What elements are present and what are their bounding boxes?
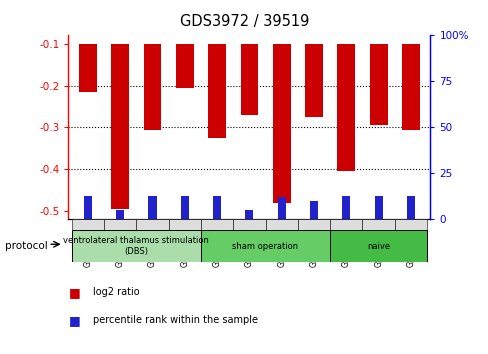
Bar	[83, 195, 92, 219]
Bar	[213, 195, 221, 219]
Bar	[208, 44, 225, 138]
Text: ■: ■	[68, 286, 80, 298]
Bar	[148, 195, 156, 219]
Bar	[406, 195, 414, 219]
Text: sham operation: sham operation	[232, 241, 298, 251]
Text: GDS3972 / 39519: GDS3972 / 39519	[180, 14, 308, 29]
Bar	[337, 44, 354, 171]
Bar	[240, 44, 258, 115]
FancyBboxPatch shape	[168, 219, 201, 230]
FancyBboxPatch shape	[329, 219, 362, 230]
FancyBboxPatch shape	[362, 219, 394, 230]
Bar	[111, 44, 129, 209]
Text: protocol: protocol	[5, 241, 47, 251]
Bar	[116, 210, 124, 219]
Text: ventrolateral thalamus stimulation
(DBS): ventrolateral thalamus stimulation (DBS)	[63, 236, 209, 256]
Bar	[309, 201, 317, 219]
Bar	[369, 44, 386, 125]
Bar	[401, 44, 419, 130]
FancyBboxPatch shape	[104, 219, 136, 230]
Bar	[342, 195, 349, 219]
Bar	[181, 195, 188, 219]
FancyBboxPatch shape	[201, 230, 329, 262]
Text: percentile rank within the sample: percentile rank within the sample	[93, 315, 257, 325]
Text: naive: naive	[366, 241, 389, 251]
Text: log2 ratio: log2 ratio	[93, 287, 139, 297]
FancyBboxPatch shape	[394, 219, 426, 230]
FancyBboxPatch shape	[265, 219, 297, 230]
Text: ■: ■	[68, 314, 80, 327]
Bar	[374, 195, 382, 219]
FancyBboxPatch shape	[329, 230, 426, 262]
FancyBboxPatch shape	[72, 230, 201, 262]
FancyBboxPatch shape	[72, 219, 104, 230]
FancyBboxPatch shape	[136, 219, 168, 230]
Bar	[272, 44, 290, 203]
Bar	[277, 198, 285, 219]
FancyBboxPatch shape	[233, 219, 265, 230]
FancyBboxPatch shape	[297, 219, 329, 230]
Bar	[245, 210, 253, 219]
Bar	[143, 44, 161, 130]
Bar	[176, 44, 193, 88]
Bar	[305, 44, 322, 117]
FancyBboxPatch shape	[201, 219, 233, 230]
Bar	[79, 44, 97, 92]
